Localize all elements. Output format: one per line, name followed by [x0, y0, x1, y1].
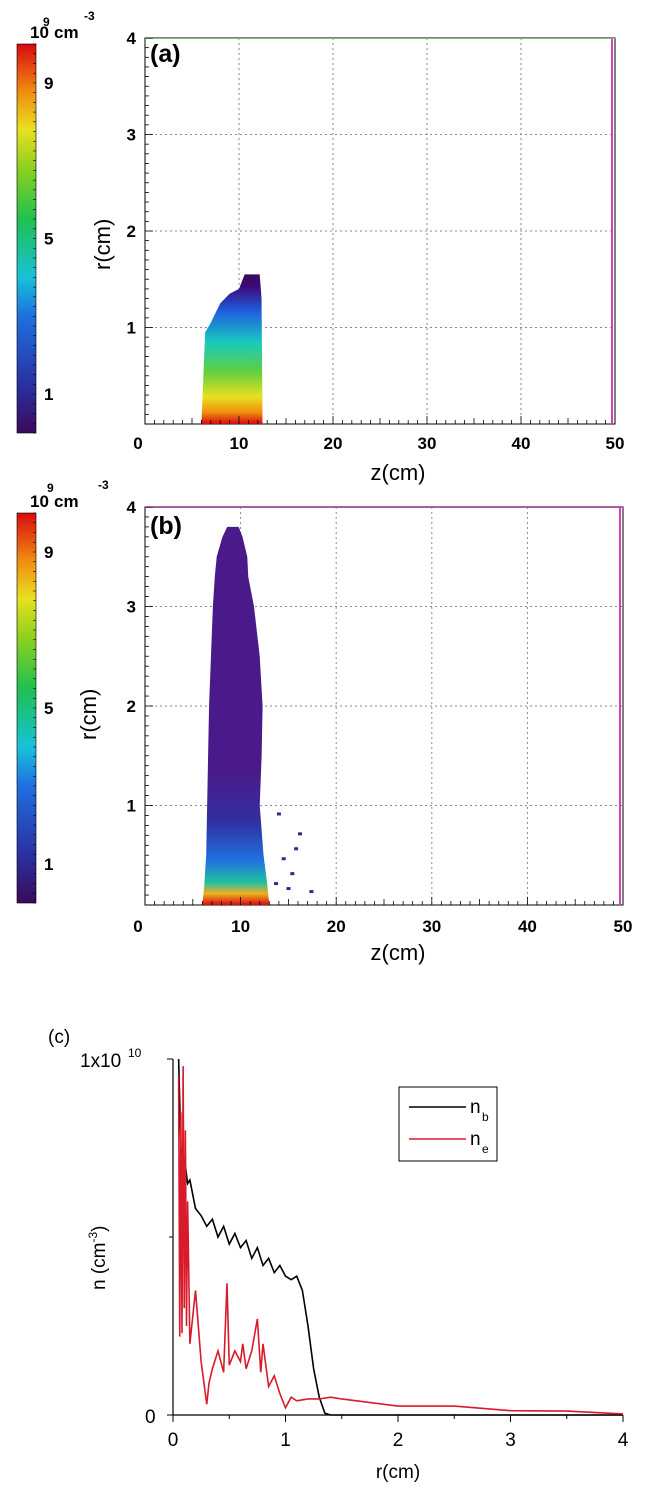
- panel-b: 10 9 cm -3 9 5 1 0 10 20 30 40 50 1 2 3 4 (b) r(cm)…: [16, 478, 633, 965]
- panel-b-colorbar-unit-exp: 9: [47, 481, 54, 495]
- panel-b-colorbar-unit-name-exp: -3: [98, 478, 109, 492]
- panel-a: 10 9 cm -3 9 5 1 0 10 20 30 40 50 1 2 3 4 (a) r(cm)…: [16, 9, 625, 485]
- panel-c-x-axis-label: r(cm): [376, 1462, 420, 1483]
- panel-a-axis-ticks: 0 10 20 30 40 50 1 2 3 4: [127, 29, 625, 453]
- panel-a-label: (a): [150, 40, 181, 68]
- colorbar-tick-label-9: 9: [44, 543, 53, 562]
- y-tick-label-1: 1: [127, 797, 136, 816]
- x-tick-label-40: 40: [518, 917, 537, 936]
- panel-a-colorbar-ticks: 9 5 1: [33, 43, 53, 434]
- colorbar-tick-label-1: 1: [44, 855, 53, 874]
- legend-label-nb-base: n: [470, 1097, 481, 1118]
- panel-a-colorbar-unit-name: cm: [54, 23, 79, 42]
- density-speck: [297, 832, 302, 836]
- density-speck: [294, 847, 299, 851]
- panel-c-axes: 0 1 2 3 4: [167, 1058, 629, 1451]
- colorbar-tick-label-1: 1: [44, 385, 53, 404]
- x-tick-label-30: 30: [422, 917, 441, 936]
- density-speck: [274, 882, 279, 886]
- panel-a-y-axis-label: r(cm): [90, 219, 115, 270]
- panel-b-colorbar-ticks: 9 5 1: [33, 512, 53, 904]
- x-tick-label-30: 30: [418, 434, 437, 453]
- panel-a-colorbar-unit-base: 10: [30, 23, 49, 42]
- panel-b-x-axis-label: z(cm): [371, 940, 426, 965]
- panel-a-colorbar-unit-name-exp: -3: [84, 9, 95, 23]
- panel-c-y-axis-label: n (cm-3): [86, 1226, 110, 1291]
- y-label-close: ): [89, 1226, 110, 1232]
- panel-c: (c) 0 1 2 3 4 n b n e n (cm-3) r(cm) 1x10 10…: [48, 1027, 629, 1483]
- colorbar-tick-label-9: 9: [44, 74, 53, 93]
- y-tick-top-base: 1x10: [80, 1051, 121, 1072]
- y-tick-label-3: 3: [127, 126, 136, 145]
- panel-c-label: (c): [48, 1027, 70, 1048]
- y-tick-label-4: 4: [127, 29, 137, 48]
- density-speck: [309, 890, 314, 894]
- y-tick-label-3: 3: [127, 598, 136, 617]
- y-tick-zero: 0: [145, 1407, 156, 1428]
- x-tick-label-0: 0: [133, 434, 142, 453]
- x-tick-label-10: 10: [230, 434, 249, 453]
- panel-b-density-speckles: [274, 812, 314, 894]
- x-tick-label-3: 3: [505, 1430, 516, 1451]
- legend-box: [398, 1086, 498, 1162]
- x-tick-label-1: 1: [280, 1430, 291, 1451]
- x-tick-label-50: 50: [614, 917, 633, 936]
- panel-b-colorbar-unit-name: cm: [54, 492, 79, 511]
- x-tick-label-10: 10: [231, 917, 250, 936]
- panel-b-y-axis-label: r(cm): [76, 689, 101, 740]
- y-tick-label-1: 1: [127, 319, 136, 338]
- legend-label-ne-base: n: [470, 1129, 481, 1150]
- panel-a-colorbar-unit-exp: 9: [43, 15, 50, 29]
- x-tick-label-50: 50: [606, 434, 625, 453]
- y-tick-label-2: 2: [127, 222, 136, 241]
- colorbar-tick-label-5: 5: [44, 230, 53, 249]
- x-tick-label-0: 0: [133, 917, 142, 936]
- x-tick-label-0: 0: [168, 1430, 179, 1451]
- legend-label-ne-sub: e: [482, 1142, 489, 1156]
- legend-label-nb-sub: b: [482, 1110, 489, 1124]
- density-speck: [286, 887, 291, 891]
- colorbar-tick-label-5: 5: [44, 699, 53, 718]
- x-tick-label-40: 40: [512, 434, 531, 453]
- panel-b-colorbar-unit-base: 10: [30, 492, 49, 511]
- x-tick-label-20: 20: [324, 434, 343, 453]
- y-tick-top-exp: 10: [128, 1046, 142, 1060]
- series-line-ne: [177, 1066, 624, 1415]
- density-speck: [276, 812, 281, 816]
- y-label-exp: -3: [86, 1232, 100, 1243]
- panel-a-density-region: [201, 274, 263, 424]
- y-label-main: n (cm: [89, 1243, 110, 1291]
- x-tick-label-20: 20: [327, 917, 346, 936]
- panel-b-label: (b): [150, 512, 182, 540]
- panel-c-legend: n b n e: [398, 1086, 498, 1162]
- panel-b-axis-ticks: 0 10 20 30 40 50 1 2 3 4: [127, 498, 633, 936]
- series-line-nb: [177, 1058, 623, 1416]
- panel-b-density-region: [202, 526, 270, 905]
- density-speck: [290, 872, 295, 876]
- x-tick-label-4: 4: [618, 1430, 629, 1451]
- panel-a-x-axis-label: z(cm): [371, 460, 426, 485]
- svg-text:n (cm-3): n (cm-3): [86, 1226, 110, 1291]
- y-tick-label-2: 2: [127, 697, 136, 716]
- x-tick-label-2: 2: [393, 1430, 404, 1451]
- y-tick-label-4: 4: [127, 498, 137, 517]
- density-speck: [281, 857, 286, 861]
